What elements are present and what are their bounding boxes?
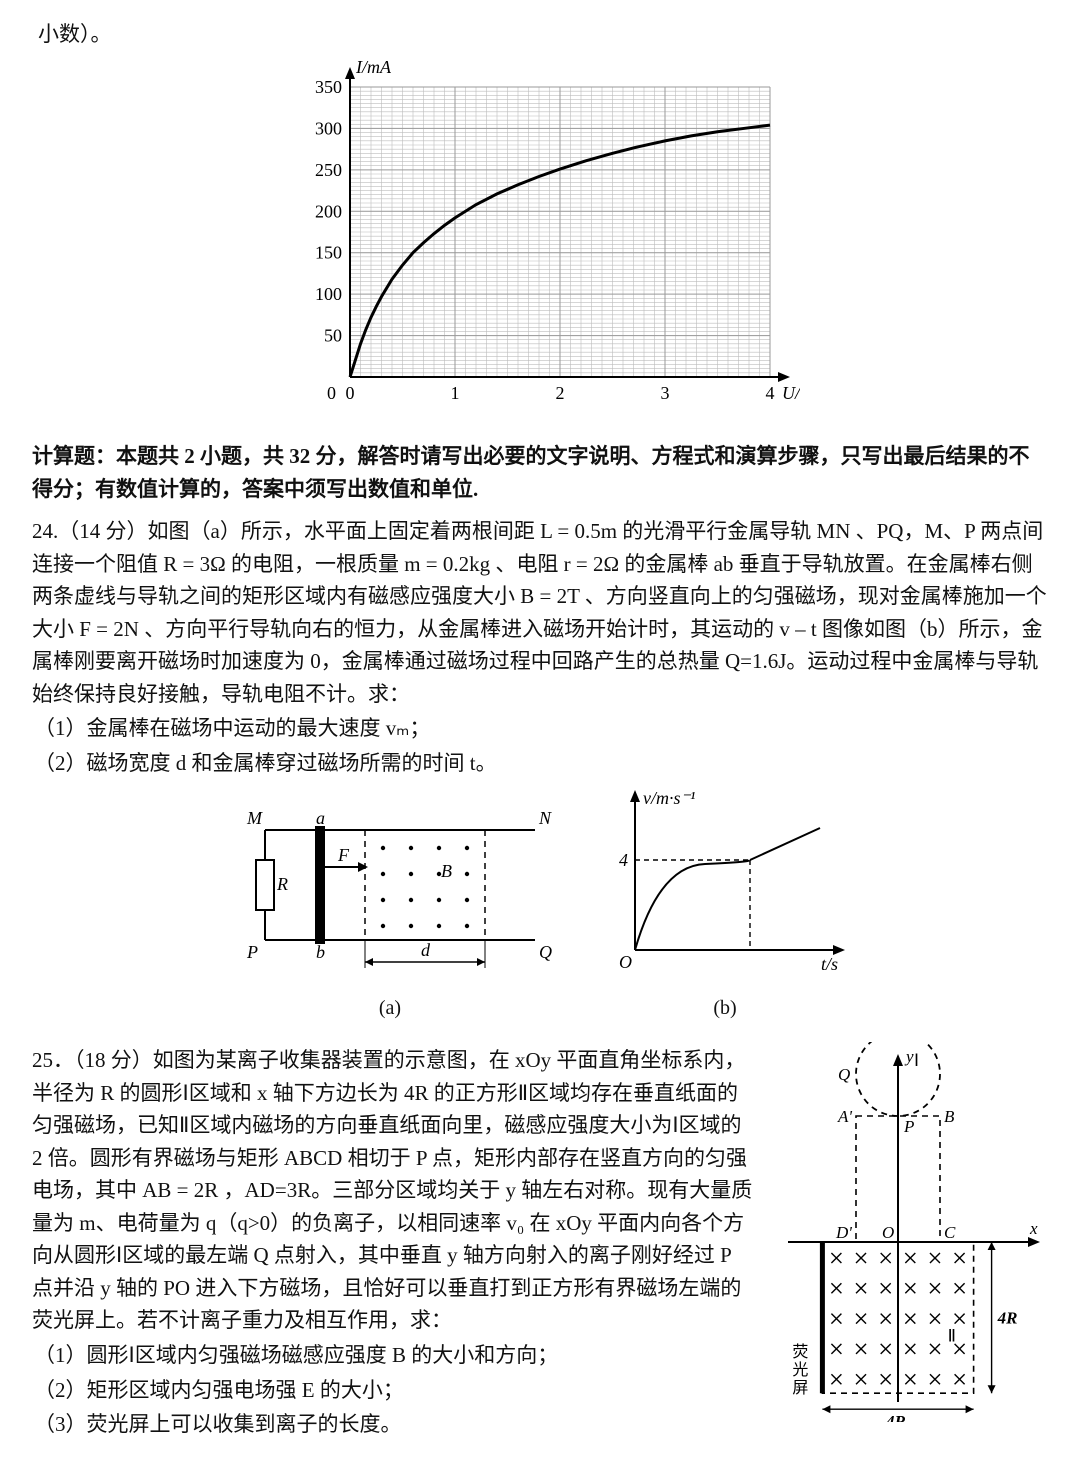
q25-sub1: （1）圆形Ⅰ区域内匀强磁场磁感应强度 B 的大小和方向； [32, 1339, 754, 1372]
q24-fig-b-caption: (b) [595, 993, 855, 1024]
svg-text:350: 350 [315, 77, 342, 97]
svg-text:4: 4 [619, 850, 628, 870]
svg-text:2: 2 [556, 383, 565, 403]
q24-fig-a: M N P Qa b F B Rd [225, 790, 555, 980]
q24-points: （14 分） [58, 519, 147, 543]
svg-text:1: 1 [451, 383, 460, 403]
iv-chart: 0 1 2 3 4 50 100 150 200 250 300 350 0 U/V I/mA [32, 57, 1048, 427]
fragment-continuation: 小数）。 [32, 18, 1048, 51]
svg-text:x: x [1029, 1219, 1038, 1238]
svg-text:300: 300 [315, 118, 342, 138]
question-24: 24.（14 分）如图（a）所示，水平面上固定着两根间距 L = 0.5m 的光… [32, 515, 1048, 1024]
svg-text:200: 200 [315, 201, 342, 221]
q25-sub3: （3）荧光屏上可以收集到离子的长度。 [32, 1408, 754, 1441]
svg-text:100: 100 [315, 284, 342, 304]
q24-fig-b: Ot/s v/m·s⁻¹ 4 [595, 790, 855, 980]
svg-text:Ⅰ: Ⅰ [914, 1051, 919, 1070]
svg-text:t/s: t/s [821, 954, 838, 974]
svg-text:Ⅱ: Ⅱ [948, 1327, 956, 1346]
svg-text:R: R [276, 874, 288, 894]
svg-text:M: M [246, 808, 263, 828]
q24-fig-b-wrap: Ot/s v/m·s⁻¹ 4 (b) [595, 790, 855, 1025]
svg-text:屏: 屏 [792, 1380, 808, 1397]
svg-text:4R: 4R [885, 1412, 906, 1422]
q25-sub2: （2）矩形区域内匀强电场强 E 的大小； [32, 1374, 754, 1407]
svg-text:O: O [882, 1223, 894, 1242]
svg-text:v/m·s⁻¹: v/m·s⁻¹ [643, 790, 695, 808]
svg-text:0: 0 [346, 383, 355, 403]
svg-text:d: d [421, 940, 431, 960]
svg-text:F: F [337, 845, 350, 865]
svg-text:y: y [904, 1047, 914, 1066]
q25-text: 如图为某离子收集器装置的示意图，在 xOy 平面直角坐标系内，半径为 R 的圆形… [32, 1048, 752, 1332]
svg-text:P: P [246, 942, 258, 962]
svg-text:O: O [619, 952, 632, 972]
svg-text:150: 150 [315, 242, 342, 262]
question-25: 25．（18 分）如图为某离子收集器装置的示意图，在 xOy 平面直角坐标系内，… [32, 1042, 1048, 1443]
svg-text:光: 光 [792, 1361, 808, 1379]
svg-text:荧: 荧 [792, 1343, 808, 1361]
svg-text:4R: 4R [997, 1309, 1018, 1328]
q24-figures: M N P Qa b F B Rd (a) Ot/s v/m·s⁻¹ 4 (b) [32, 790, 1048, 1025]
q24-body: 24.（14 分）如图（a）所示，水平面上固定着两根间距 L = 0.5m 的光… [32, 515, 1048, 710]
svg-text:4: 4 [766, 383, 775, 403]
q24-sub1: （1）金属棒在磁场中运动的最大速度 vₘ； [32, 712, 1048, 745]
section-instructions: 计算题：本题共 2 小题，共 32 分，解答时请写出必要的文字说明、方程式和演算… [32, 440, 1048, 505]
svg-text:D': D' [835, 1223, 852, 1242]
q24-fig-a-caption: (a) [225, 993, 555, 1024]
q25-points: （18 分） [74, 1048, 153, 1072]
q24-number: 24. [32, 519, 58, 543]
svg-text:N: N [538, 808, 552, 828]
iv-chart-svg: 0 1 2 3 4 50 100 150 200 250 300 350 0 U/V I/mA [280, 57, 800, 417]
svg-text:C: C [944, 1223, 956, 1242]
svg-text:P: P [903, 1117, 914, 1136]
svg-text:Q: Q [539, 942, 552, 962]
svg-text:0: 0 [327, 383, 336, 403]
fragment-text: 小数）。 [38, 22, 112, 46]
q25-number: 25． [32, 1048, 74, 1072]
q24-sub2: （2）磁场宽度 d 和金属棒穿过磁场所需的时间 t。 [32, 747, 1048, 780]
svg-text:3: 3 [661, 383, 670, 403]
q24-text: 如图（a）所示，水平面上固定着两根间距 L = 0.5m 的光滑平行金属导轨 M… [32, 519, 1047, 706]
svg-text:50: 50 [324, 325, 342, 345]
q25-figure: y x Ⅰ Ⅱ Q A' P B D' O C 4R 4R 荧光屏 [768, 1042, 1048, 1422]
svg-text:B: B [944, 1107, 955, 1126]
svg-text:250: 250 [315, 159, 342, 179]
svg-text:Q: Q [838, 1065, 850, 1084]
q25-figure-wrap: y x Ⅰ Ⅱ Q A' P B D' O C 4R 4R 荧光屏 [768, 1042, 1048, 1432]
q24-fig-a-wrap: M N P Qa b F B Rd (a) [225, 790, 555, 1025]
svg-text:A': A' [837, 1107, 852, 1126]
svg-text:U/V: U/V [782, 383, 800, 403]
q25-body: 25．（18 分）如图为某离子收集器装置的示意图，在 xOy 平面直角坐标系内，… [32, 1044, 754, 1337]
svg-text:B: B [441, 861, 452, 881]
svg-text:I/mA: I/mA [355, 57, 392, 77]
svg-text:a: a [316, 808, 325, 828]
svg-text:b: b [316, 942, 325, 962]
